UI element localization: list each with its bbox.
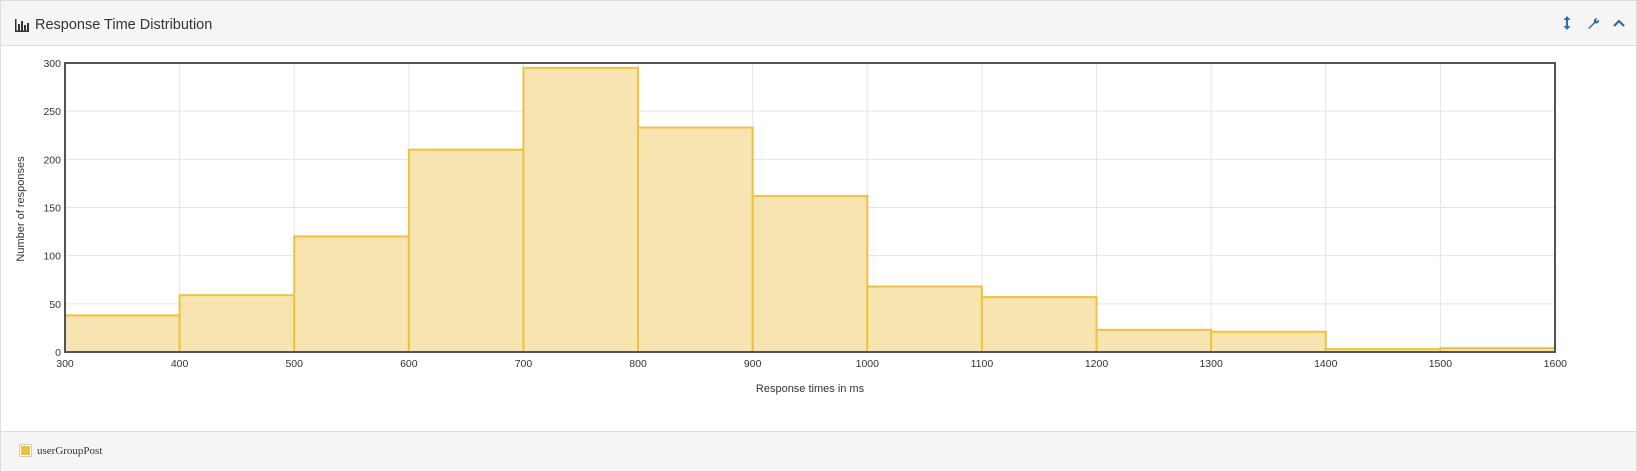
- y-tick-label: 250: [43, 106, 61, 118]
- panel-tools: [1560, 15, 1626, 31]
- x-tick-label: 1400: [1314, 358, 1338, 370]
- histogram-bar[interactable]: [293, 235, 410, 353]
- y-tick-label: 0: [55, 347, 61, 359]
- plot-border: [64, 62, 1556, 353]
- y-tick-labels: 0 50 100 150 200 250 300: [43, 58, 61, 359]
- histogram-bar[interactable]: [866, 285, 983, 353]
- x-tick-label: 1100: [971, 358, 994, 370]
- y-axis-label: Number of responses: [15, 156, 27, 262]
- panel-heading: Response Time Distribution: [1, 1, 1636, 46]
- x-axis-label: Response times in ms: [756, 383, 865, 395]
- x-tick-label: 1300: [1199, 358, 1223, 370]
- histogram-bar[interactable]: [64, 314, 181, 354]
- histogram-bar[interactable]: [1095, 328, 1213, 353]
- histogram-chart: 0 50 100 150 200 250 300 300 400 500 600 700 800 900…: [15, 58, 1567, 395]
- legend-label: userGroupPost: [37, 444, 103, 457]
- bar-chart-icon: [15, 18, 29, 32]
- collapse-icon[interactable]: [1612, 15, 1626, 31]
- x-tick-labels: 300 400 500 600 700 800 900 1000 1100 1200 1300 140…: [56, 358, 1567, 370]
- x-tick-label: 1600: [1544, 358, 1568, 370]
- wrench-icon[interactable]: [1586, 15, 1600, 31]
- panel-title-text: Response Time Distribution: [35, 17, 213, 33]
- histogram-bar[interactable]: [522, 66, 640, 353]
- histogram-bar[interactable]: [178, 294, 296, 353]
- x-tick-label: 300: [56, 358, 74, 370]
- y-tick-label: 100: [43, 251, 61, 263]
- histogram-bar[interactable]: [407, 148, 525, 353]
- histogram-bar[interactable]: [980, 296, 1098, 353]
- chart-area: 0 50 100 150 200 250 300 300 400 500 600 700 800 900…: [1, 46, 1636, 431]
- x-tick-label: 900: [744, 358, 762, 370]
- x-tick-label: 600: [400, 358, 418, 370]
- x-tick-label: 400: [171, 358, 189, 370]
- x-tick-label: 500: [285, 358, 303, 370]
- x-tick-label: 1000: [856, 358, 880, 370]
- x-tick-label: 800: [629, 358, 647, 370]
- legend-swatch: [19, 444, 32, 457]
- y-tick-label: 300: [43, 58, 61, 70]
- histogram-bar[interactable]: [637, 126, 754, 353]
- histogram-bar[interactable]: [1210, 330, 1327, 353]
- x-tick-label: 1200: [1085, 358, 1109, 370]
- y-tick-label: 200: [43, 154, 61, 166]
- legend-item-usergrouppost[interactable]: userGroupPost: [19, 444, 102, 457]
- histogram-bars: [64, 66, 1557, 354]
- histogram-bar[interactable]: [751, 194, 869, 353]
- panel-title: Response Time Distribution: [15, 15, 212, 35]
- y-tick-label: 50: [49, 299, 61, 311]
- x-tick-label: 700: [515, 358, 533, 370]
- x-tick-label: 1500: [1429, 358, 1453, 370]
- plot-frame: [64, 62, 1556, 353]
- legend-bar: userGroupPost: [1, 431, 1636, 471]
- resize-icon[interactable]: [1560, 15, 1574, 31]
- y-tick-label: 150: [43, 203, 61, 215]
